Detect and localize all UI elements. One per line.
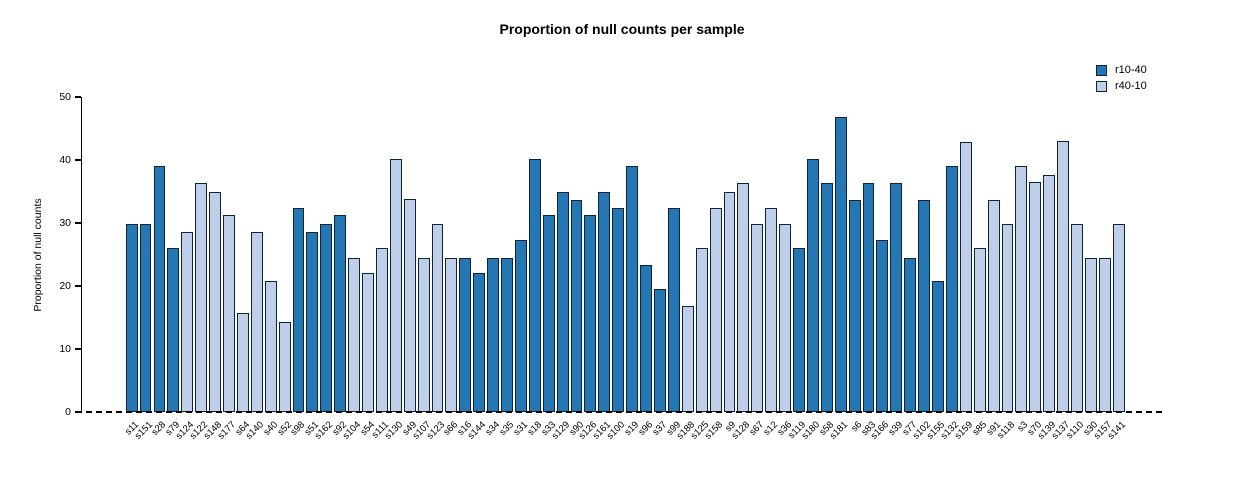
bar-s104: [348, 257, 361, 412]
bar-s155: [932, 280, 944, 412]
legend: r10-40 r40-10: [1096, 62, 1147, 94]
bar-s161: [598, 191, 611, 412]
bar-s36: [779, 224, 792, 412]
bar-s151: [139, 224, 152, 412]
bar-s40: [264, 280, 277, 412]
bar-s102: [918, 199, 931, 412]
zero-baseline-dashed: [86, 411, 1163, 413]
y-tick-label: 10: [59, 342, 71, 355]
bar-s110: [1071, 224, 1083, 412]
bar-s137: [1057, 141, 1070, 412]
bar-s139: [1043, 174, 1056, 412]
bar-s28: [153, 166, 166, 412]
y-tick-mark: [75, 96, 81, 98]
bar-s33: [542, 215, 555, 412]
chart-title: Proportion of null counts per sample: [499, 21, 745, 37]
bar-s122: [195, 182, 208, 412]
bar-s77: [904, 257, 917, 412]
y-tick-mark: [75, 348, 81, 350]
bar-s141: [1112, 224, 1125, 412]
bar-s125: [695, 248, 708, 412]
y-axis-line: [81, 97, 83, 413]
legend-swatch-light-blue: [1096, 80, 1107, 92]
bar-s99: [667, 207, 680, 412]
bar-s118: [1001, 224, 1014, 412]
bar-s128: [737, 182, 750, 412]
bar-s19: [626, 166, 639, 412]
bar-s34: [487, 257, 500, 412]
bar-s54: [362, 273, 374, 412]
bar-s181: [834, 117, 847, 412]
y-tick-mark: [75, 285, 81, 287]
legend-label: r10-40: [1115, 63, 1147, 76]
bar-s35: [501, 257, 513, 412]
bar-s30: [1085, 257, 1097, 412]
bar-s12: [765, 207, 778, 412]
bar-s188: [681, 306, 694, 412]
y-tick-label: 40: [59, 153, 71, 166]
bar-s158: [709, 207, 722, 412]
bar-s90: [570, 199, 583, 412]
y-tick-mark: [75, 159, 81, 161]
bar-s6: [848, 199, 861, 412]
y-tick-label: 30: [59, 216, 71, 229]
bar-s157: [1098, 257, 1111, 412]
y-tick-mark: [75, 222, 81, 224]
bar-s67: [751, 224, 764, 412]
bar-s119: [793, 248, 805, 412]
bar-s98: [292, 207, 305, 412]
y-axis-title: Proportion of null counts: [32, 198, 44, 312]
bar-s51: [306, 232, 319, 412]
legend-item-r10-40: r10-40: [1096, 62, 1147, 78]
bar-s96: [640, 265, 652, 412]
y-tick-label: 50: [59, 90, 71, 103]
legend-label: r40-10: [1115, 79, 1147, 92]
bars-container: [81, 97, 1163, 412]
bar-s140: [250, 232, 263, 412]
bar-s159: [959, 141, 972, 412]
bar-s180: [806, 158, 819, 412]
bar-s18: [528, 158, 541, 412]
bar-s9: [723, 191, 736, 412]
bar-s66: [445, 257, 458, 412]
bar-s144: [473, 273, 486, 412]
bar-s37: [654, 289, 666, 412]
bar-s58: [820, 182, 833, 412]
bar-s126: [584, 215, 597, 412]
bar-s132: [945, 166, 958, 412]
bar-s79: [167, 248, 180, 412]
bar-s129: [556, 191, 569, 412]
legend-item-r40-10: r40-10: [1096, 78, 1147, 94]
bar-s100: [612, 207, 625, 412]
bar-s31: [514, 240, 527, 412]
bar-s3: [1015, 166, 1028, 412]
legend-swatch-dark-blue: [1096, 64, 1107, 76]
plot-area: 0 10 20 30 40 50 s11 s151 s28 s79 s124 s122 s148 s17…: [59, 91, 1163, 442]
bar-s130: [389, 158, 402, 412]
bar-s49: [403, 199, 416, 412]
bar-s148: [209, 191, 221, 412]
bar-s92: [334, 215, 347, 412]
bar-s123: [431, 224, 444, 412]
bar-s83: [862, 182, 875, 412]
bar-s91: [987, 199, 1000, 412]
bar-s107: [417, 257, 430, 412]
y-tick-label: 0: [65, 405, 71, 418]
bar-s124: [181, 231, 194, 412]
bar-s70: [1029, 182, 1042, 412]
x-axis-labels: s11 s151 s28 s79 s124 s122 s148 s177 s64 s140 s40 s…: [81, 412, 1163, 482]
bar-s39: [890, 182, 903, 412]
y-tick-label: 20: [59, 279, 71, 292]
bar-s16: [459, 257, 472, 412]
bar-s85: [973, 248, 986, 412]
bar-s64: [236, 313, 249, 412]
bar-s11: [125, 224, 138, 412]
bar-s52: [278, 321, 291, 412]
bar-s166: [876, 240, 889, 412]
bar-s162: [320, 224, 333, 412]
bar-s177: [223, 215, 235, 412]
y-tick-mark: [75, 411, 81, 413]
bar-s111: [375, 248, 388, 412]
